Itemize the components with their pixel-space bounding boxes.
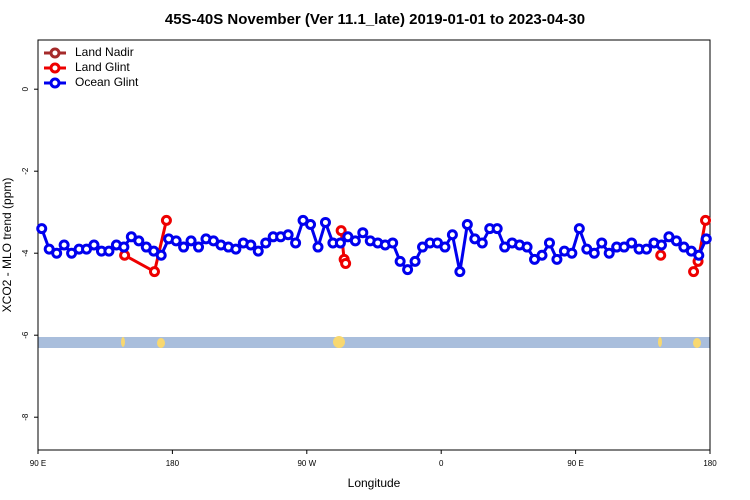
land-patch xyxy=(693,338,701,348)
x-tick-label: 180 xyxy=(703,459,717,468)
point xyxy=(655,239,667,251)
point xyxy=(335,225,347,237)
point xyxy=(305,219,317,230)
point xyxy=(357,227,369,239)
point xyxy=(118,241,130,253)
point xyxy=(193,241,205,253)
y-tick-label: -8 xyxy=(21,413,30,421)
point xyxy=(387,237,399,249)
point xyxy=(260,237,272,249)
point xyxy=(155,249,167,261)
point xyxy=(476,237,488,249)
point xyxy=(566,247,578,259)
point xyxy=(185,235,197,247)
point xyxy=(160,214,172,226)
point xyxy=(245,239,257,251)
point xyxy=(603,247,615,259)
plot-frame xyxy=(37,39,711,451)
chart-title: 45S-40S November (Ver 11.1_late) 2019-01… xyxy=(165,11,585,28)
point xyxy=(439,241,451,253)
point xyxy=(312,241,324,253)
x-axis-label: Longitude xyxy=(348,476,401,490)
point xyxy=(282,229,294,241)
point xyxy=(51,247,63,259)
point xyxy=(588,247,600,259)
point xyxy=(461,219,473,230)
legend-item: Ocean Glint xyxy=(44,75,139,89)
point xyxy=(402,264,414,276)
point xyxy=(394,255,406,267)
point xyxy=(319,216,331,228)
point xyxy=(491,223,503,235)
point xyxy=(148,266,160,278)
point xyxy=(133,235,145,247)
y-tick-label: 0 xyxy=(21,86,30,91)
y-tick-label: -6 xyxy=(21,331,30,339)
legend-marker xyxy=(49,47,61,59)
point xyxy=(334,237,346,249)
land-mask-strip xyxy=(38,336,710,348)
point xyxy=(409,255,421,267)
x-tick-label: 90 E xyxy=(567,459,583,468)
point xyxy=(655,249,667,261)
point xyxy=(290,237,302,249)
point xyxy=(340,257,352,269)
point xyxy=(626,237,638,249)
legend-marker xyxy=(49,62,61,74)
point xyxy=(230,243,242,255)
point xyxy=(349,235,361,247)
point xyxy=(103,245,115,257)
point xyxy=(688,266,700,278)
land-patch xyxy=(333,336,345,348)
point xyxy=(700,233,712,245)
point xyxy=(670,235,682,247)
point xyxy=(170,235,182,247)
point xyxy=(641,243,653,255)
legend-label: Land Nadir xyxy=(75,45,134,59)
legend-label: Land Glint xyxy=(75,60,130,74)
point xyxy=(454,266,466,278)
legend-item: Land Nadir xyxy=(44,45,134,59)
point xyxy=(573,223,585,235)
point xyxy=(551,253,563,265)
point xyxy=(178,241,190,253)
x-tick-label: 0 xyxy=(439,459,444,468)
x-tick-label: 90 W xyxy=(297,459,316,468)
point xyxy=(58,239,70,251)
point xyxy=(88,239,100,251)
land-patch xyxy=(157,338,165,348)
x-tick-label: 90 E xyxy=(30,459,46,468)
point xyxy=(446,229,458,241)
point xyxy=(521,241,533,253)
point xyxy=(700,214,712,226)
land-patch xyxy=(658,337,662,347)
point xyxy=(252,245,264,257)
point xyxy=(543,237,555,249)
land-patch xyxy=(121,337,125,347)
point xyxy=(36,223,48,235)
legend-label: Ocean Glint xyxy=(75,75,139,89)
legend-item: Land Glint xyxy=(44,60,130,74)
point xyxy=(693,249,705,261)
legend-marker xyxy=(49,77,61,89)
ocean-strip xyxy=(38,337,710,348)
x-tick-label: 180 xyxy=(166,459,180,468)
y-tick-label: -4 xyxy=(21,249,30,257)
point xyxy=(596,237,608,249)
y-axis-label: XCO2 - MLO trend (ppm) xyxy=(0,178,14,313)
point xyxy=(536,249,548,261)
y-tick-label: -2 xyxy=(21,167,30,175)
